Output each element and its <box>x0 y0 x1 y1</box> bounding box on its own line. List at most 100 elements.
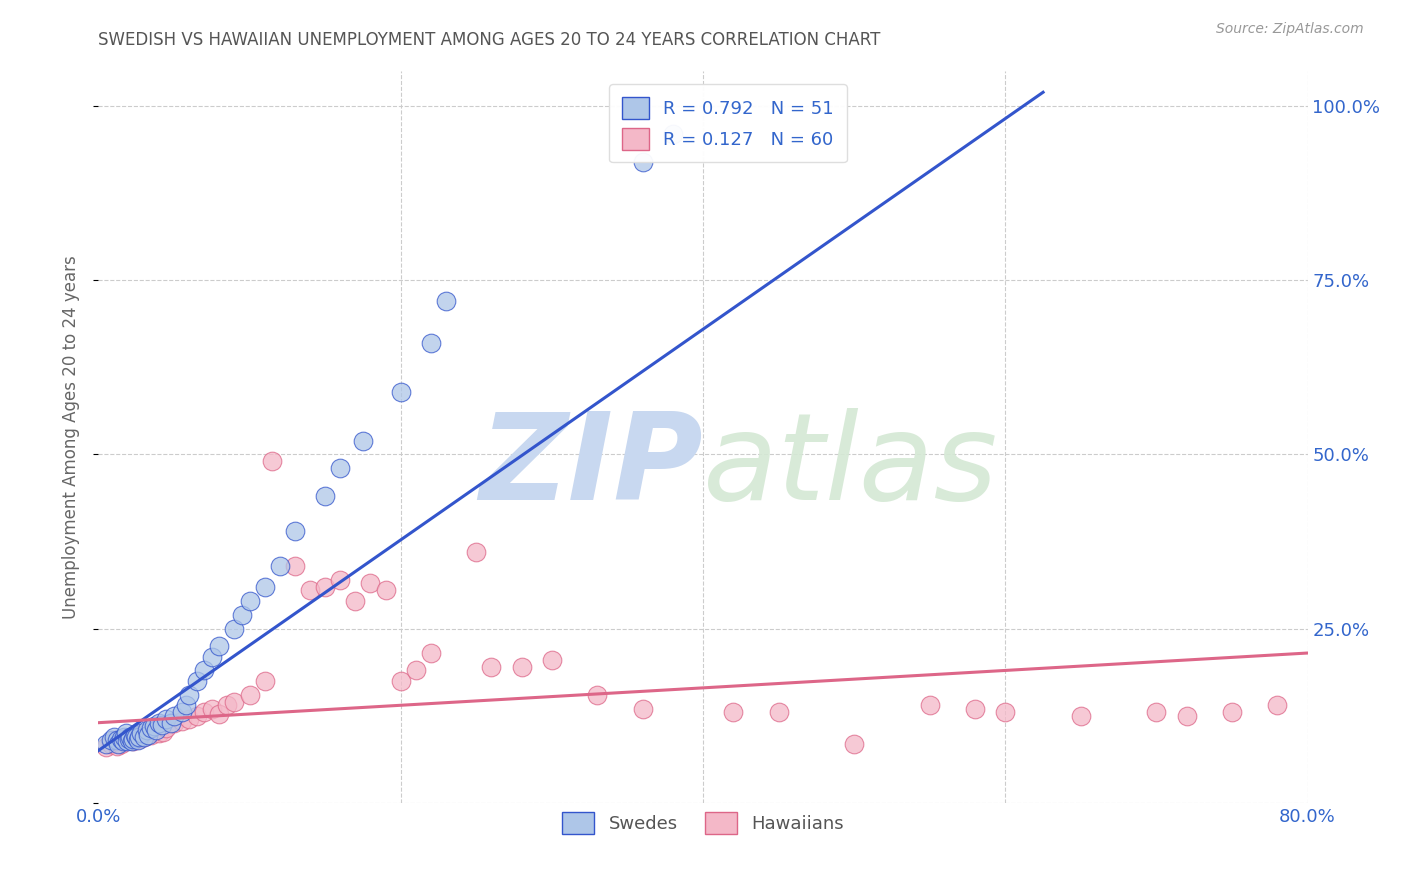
Point <box>128 731 150 746</box>
Point <box>540 653 562 667</box>
Text: Source: ZipAtlas.com: Source: ZipAtlas.com <box>1216 22 1364 37</box>
Point <box>299 583 322 598</box>
Point <box>170 705 193 719</box>
Point <box>193 705 215 719</box>
Point <box>122 734 145 748</box>
Point <box>114 726 136 740</box>
Point <box>465 545 488 559</box>
Point <box>110 737 132 751</box>
Point <box>163 708 186 723</box>
Point <box>723 705 745 719</box>
Point <box>239 594 262 608</box>
Point <box>481 660 503 674</box>
Point <box>136 727 159 741</box>
Point <box>118 731 141 746</box>
Point <box>631 702 654 716</box>
Point <box>112 730 135 744</box>
Point <box>132 730 155 744</box>
Point <box>389 673 412 688</box>
Point <box>768 705 790 719</box>
Point <box>1175 708 1198 723</box>
Text: ZIP: ZIP <box>479 408 703 524</box>
Point <box>262 454 284 468</box>
Point <box>269 558 291 573</box>
Point <box>110 731 132 746</box>
Point <box>284 558 307 573</box>
Point <box>148 726 170 740</box>
Point <box>208 706 231 721</box>
Point <box>141 721 163 735</box>
Point <box>148 715 170 730</box>
Point <box>329 461 352 475</box>
Point <box>143 719 166 733</box>
Point <box>420 336 443 351</box>
Point <box>155 712 177 726</box>
Point <box>129 726 152 740</box>
Point <box>121 734 143 748</box>
Point <box>374 583 396 598</box>
Point <box>105 733 128 747</box>
Point <box>132 730 155 744</box>
Point <box>224 622 246 636</box>
Point <box>107 737 129 751</box>
Point <box>360 576 382 591</box>
Point <box>103 733 125 747</box>
Point <box>125 730 148 744</box>
Point <box>1220 705 1243 719</box>
Point <box>314 489 336 503</box>
Point <box>100 733 122 747</box>
Point <box>155 721 177 735</box>
Point <box>114 734 136 748</box>
Point <box>965 702 987 716</box>
Point <box>121 731 143 746</box>
Point <box>145 723 167 737</box>
Point <box>193 664 215 678</box>
Point <box>186 708 208 723</box>
Point <box>420 646 443 660</box>
Point <box>129 727 152 741</box>
Point <box>112 731 135 746</box>
Point <box>329 573 352 587</box>
Point <box>141 727 163 741</box>
Point <box>170 714 193 728</box>
Point <box>150 718 173 732</box>
Point <box>1070 708 1092 723</box>
Point <box>201 702 224 716</box>
Point <box>994 705 1017 719</box>
Point <box>127 733 149 747</box>
Point <box>239 688 262 702</box>
Point <box>201 649 224 664</box>
Point <box>160 715 183 730</box>
Legend: Swedes, Hawaiians: Swedes, Hawaiians <box>554 805 852 841</box>
Point <box>208 639 231 653</box>
Point <box>94 740 117 755</box>
Point <box>844 737 866 751</box>
Point <box>100 737 122 751</box>
Point <box>122 731 145 746</box>
Point <box>111 734 134 748</box>
Point <box>179 688 201 702</box>
Point <box>314 580 336 594</box>
Point <box>135 726 157 740</box>
Point <box>186 673 208 688</box>
Point <box>1144 705 1167 719</box>
Point <box>253 580 276 594</box>
Point <box>215 698 238 713</box>
Point <box>224 695 246 709</box>
Point <box>120 730 142 744</box>
Y-axis label: Unemployment Among Ages 20 to 24 years: Unemployment Among Ages 20 to 24 years <box>62 255 80 619</box>
Point <box>143 723 166 737</box>
Point <box>510 660 533 674</box>
Point <box>405 664 427 678</box>
Point <box>179 712 201 726</box>
Point <box>631 155 654 169</box>
Point <box>163 715 186 730</box>
Point <box>152 724 174 739</box>
Point <box>231 607 253 622</box>
Point <box>94 737 117 751</box>
Point <box>586 688 609 702</box>
Point <box>434 294 457 309</box>
Point <box>128 730 150 744</box>
Point <box>124 727 146 741</box>
Point <box>918 698 941 713</box>
